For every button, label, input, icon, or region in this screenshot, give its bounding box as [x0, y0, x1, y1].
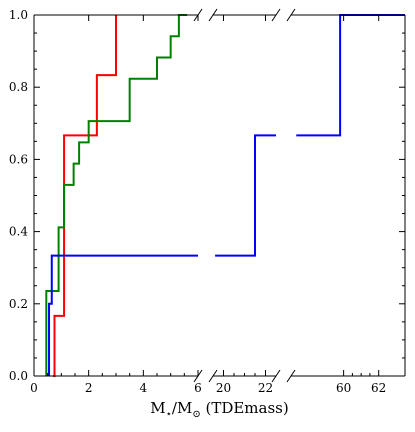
- y-tick-label-3: 0.6: [9, 152, 28, 166]
- x-axis-label-m1: M: [150, 399, 165, 417]
- x-tick-label-1-0: 0: [30, 381, 38, 395]
- axis-break-markers: [193, 8, 296, 383]
- x-tick-label-1-3: 6: [194, 381, 202, 395]
- y-tick-label-4: 0.8: [9, 80, 28, 94]
- break-marker-1-1-1: [208, 369, 218, 383]
- x-axis-label-m2: M: [177, 399, 192, 417]
- x-tick-label-1-2: 4: [140, 381, 148, 395]
- series-3-line-segment-3: [296, 14, 405, 137]
- break-marker-1-0-1: [193, 369, 203, 383]
- series-3-line-segment-1: [48, 254, 198, 376]
- break-marker-2-0-0: [271, 8, 281, 22]
- x-axis-label-slash: /: [172, 399, 178, 417]
- y-tick-label-5: 1.0: [9, 8, 28, 22]
- y-tick-label-1: 0.2: [9, 297, 28, 311]
- y-tick-label-2: 0.4: [9, 225, 28, 239]
- break-marker-2-0-1: [271, 369, 281, 383]
- plot-frame: [33, 14, 406, 377]
- x-tick-label-2-0: 20: [216, 381, 231, 395]
- series-1-line-segment-1: [53, 15, 117, 377]
- x-axis-label-rest: (TDEmass): [201, 399, 289, 417]
- x-tick-label-2-1: 22: [258, 381, 273, 395]
- series-3-line-segment-2: [215, 134, 276, 257]
- x-axis-label: M⋆/M⊙ (TDEmass): [150, 399, 288, 420]
- x-tick-label-3-0: 60: [336, 381, 351, 395]
- tick-layer: 0.0 0.2 0.4 0.6 0.8 1.0 0 2 4 6 20 22 60 62: [9, 8, 405, 395]
- x-tick-label-1-1: 2: [85, 381, 93, 395]
- x-axis-label-sub1: ⋆: [166, 409, 172, 420]
- break-marker-1-0-0: [193, 8, 203, 22]
- y-tick-label-0: 0.0: [9, 369, 28, 383]
- break-marker-1-1-0: [208, 8, 218, 22]
- x-axis-label-sub2: ⊙: [192, 409, 200, 420]
- break-marker-2-1-1: [286, 369, 296, 383]
- x-tick-label-3-1: 62: [371, 381, 386, 395]
- break-marker-2-1-0: [286, 8, 296, 22]
- series-2-line-segment-1: [45, 14, 188, 376]
- series-layer: [45, 14, 405, 377]
